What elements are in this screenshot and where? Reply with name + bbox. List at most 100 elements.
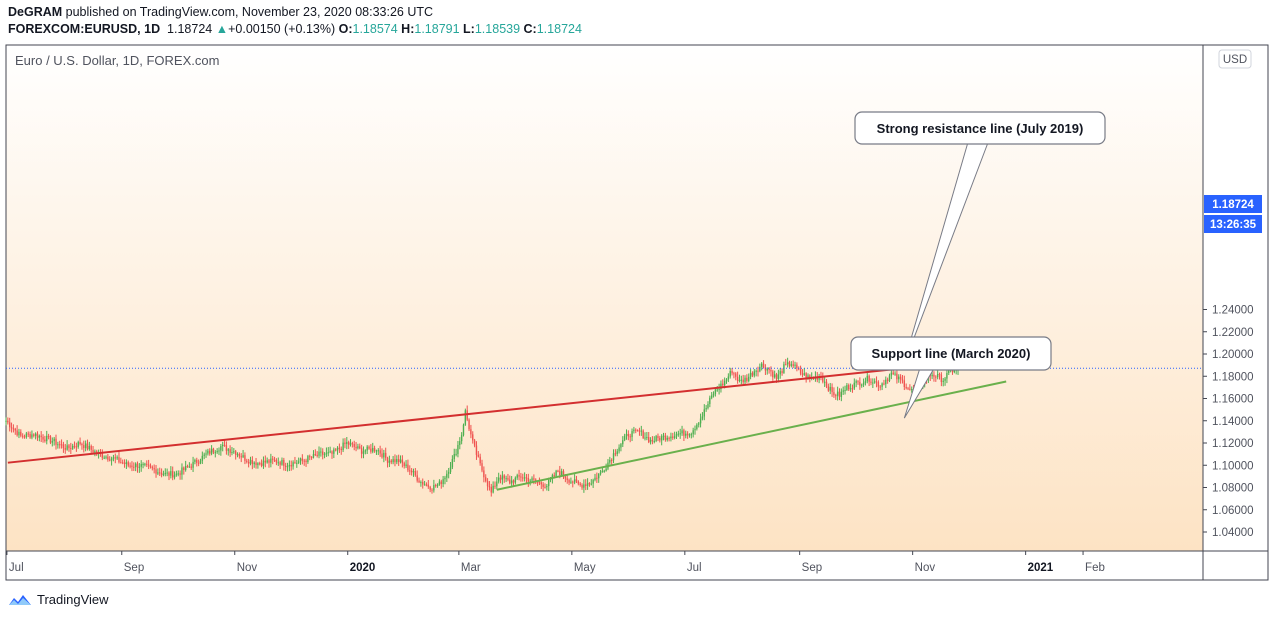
xtick-label: Jul: [9, 562, 24, 574]
candle: [685, 430, 687, 439]
candle: [475, 441, 478, 460]
symbol-info: FOREXCOM:EURUSD, 1D 1.18724 ▲+0.00150 (+…: [8, 22, 582, 36]
xtick-label: Nov: [237, 562, 258, 574]
candle: [512, 479, 515, 487]
candle: [866, 371, 868, 384]
candle: [62, 441, 65, 453]
candle: [677, 430, 680, 437]
candle: [557, 469, 559, 473]
candle: [323, 452, 326, 459]
candle: [786, 357, 789, 368]
candle: [681, 425, 683, 436]
candle: [5, 417, 7, 426]
candle: [894, 371, 896, 376]
candle: [788, 360, 791, 368]
candle: [773, 370, 776, 379]
candle: [877, 380, 880, 392]
resistance-line[interactable]: [7, 356, 1007, 464]
candle: [642, 429, 644, 440]
candle: [7, 417, 9, 425]
author-name[interactable]: DeGRAM: [8, 5, 63, 19]
candle: [272, 456, 274, 465]
candle: [851, 384, 854, 393]
candle: [497, 472, 500, 484]
support-callout[interactable]: Support line (March 2020): [850, 336, 1052, 419]
candle: [581, 483, 583, 490]
candle: [401, 455, 404, 468]
footer[interactable]: TradingView: [8, 592, 109, 607]
candle: [662, 432, 665, 441]
candle: [568, 478, 570, 486]
candle: [375, 449, 378, 455]
candle: [362, 446, 365, 459]
candle: [896, 370, 898, 384]
candle: [357, 443, 359, 450]
candle: [366, 445, 368, 455]
candle: [883, 379, 885, 386]
candle: [38, 434, 41, 442]
candle: [594, 473, 596, 482]
candle: [284, 462, 287, 472]
price-axis[interactable]: 1.24000 1.22000 1.20000 1.18000 1.16000 1.140…: [1203, 305, 1254, 540]
candle: [46, 430, 48, 445]
candle: [736, 371, 739, 384]
candle: [477, 451, 480, 458]
candle: [672, 432, 674, 440]
candle: [827, 383, 830, 392]
candle: [898, 374, 900, 383]
candle: [159, 467, 161, 477]
candle: [422, 478, 424, 489]
candle: [823, 376, 826, 387]
candle: [88, 441, 91, 451]
candle: [886, 377, 889, 384]
candle: [911, 386, 913, 393]
candle: [149, 463, 152, 469]
candle: [303, 458, 305, 466]
candle: [636, 429, 639, 432]
candle: [648, 431, 650, 444]
candle: [307, 454, 309, 464]
candle: [353, 440, 355, 451]
candle: [107, 454, 109, 462]
candle: [23, 434, 26, 439]
candle: [251, 456, 254, 470]
candle: [70, 442, 72, 455]
candle: [412, 468, 415, 477]
candle: [683, 428, 685, 442]
up-arrow-icon: ▲: [215, 22, 229, 36]
currency-label: USD: [1223, 54, 1247, 66]
xtick-label: Nov: [915, 562, 936, 574]
candle: [742, 374, 744, 385]
candle: [501, 471, 504, 485]
candle: [607, 459, 609, 471]
candle: [383, 449, 385, 463]
currency-button[interactable]: USD: [1218, 49, 1252, 69]
time-axis[interactable]: Jul Sep Nov 2020 Mar May Jul Sep Nov 2021 Feb: [6, 551, 1105, 574]
candle: [242, 449, 244, 459]
candle: [751, 371, 754, 378]
candle: [575, 475, 578, 484]
candle: [396, 455, 398, 465]
candle: [218, 447, 220, 456]
candle: [573, 474, 576, 485]
candle: [777, 369, 780, 383]
candle: [103, 455, 105, 460]
candle: [735, 372, 737, 381]
candle: [372, 442, 374, 454]
candle: [131, 461, 133, 472]
candle: [599, 469, 602, 476]
candle: [785, 358, 787, 366]
candle: [92, 446, 94, 454]
candle: [585, 479, 587, 491]
candle: [370, 444, 372, 454]
candle: [349, 439, 352, 447]
candle: [609, 456, 611, 465]
resistance-callout[interactable]: Strong resistance line (July 2019): [854, 111, 1106, 369]
support-line[interactable]: [496, 380, 1007, 491]
last-price: 1.18724: [167, 22, 213, 36]
candle: [864, 377, 867, 386]
candle: [403, 461, 405, 469]
candle: [764, 364, 767, 375]
candle: [425, 482, 428, 487]
